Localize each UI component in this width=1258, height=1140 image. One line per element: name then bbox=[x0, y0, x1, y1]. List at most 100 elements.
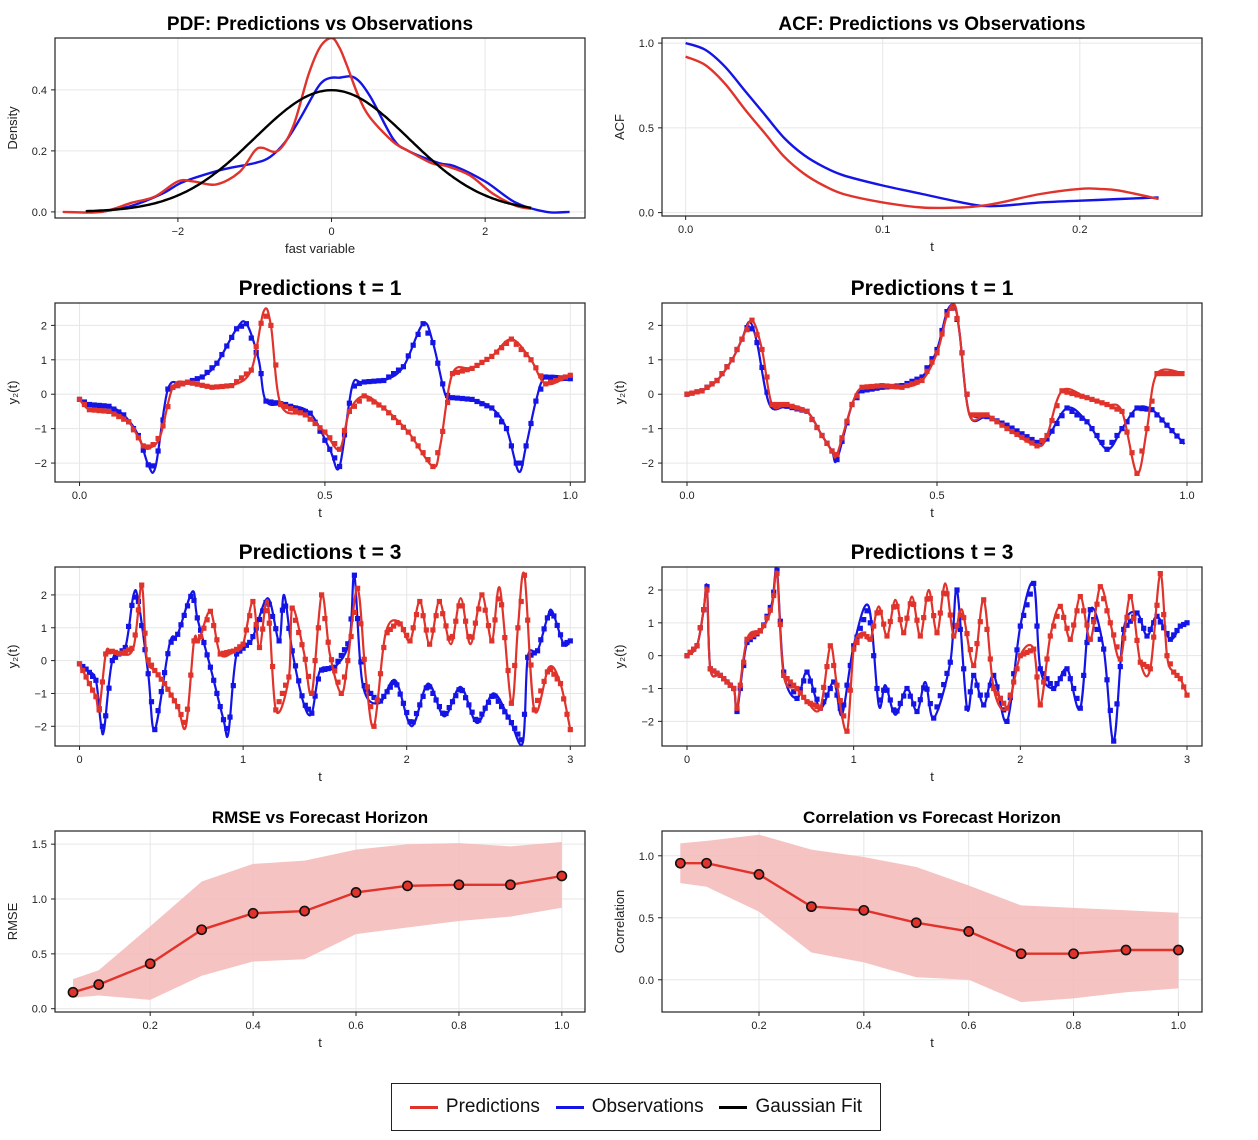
series-marker-observations bbox=[512, 725, 518, 731]
series-marker-observations bbox=[1169, 428, 1175, 434]
series-marker-predictions bbox=[1119, 408, 1125, 414]
chart-title: Predictions t = 1 bbox=[851, 277, 1014, 300]
series-marker-observations bbox=[994, 684, 1000, 690]
series-marker-predictions bbox=[319, 592, 325, 598]
series-marker-observations bbox=[250, 634, 256, 640]
data-point-predictions bbox=[504, 879, 516, 891]
series-marker-predictions bbox=[525, 617, 531, 623]
series-marker-observations bbox=[273, 626, 279, 632]
series-marker-predictions bbox=[381, 644, 387, 651]
series-marker-predictions bbox=[694, 389, 700, 395]
y-tick-label: 0.0 bbox=[639, 208, 654, 220]
series-marker-predictions bbox=[160, 423, 166, 429]
series-marker-predictions bbox=[839, 435, 845, 441]
series-marker-observations bbox=[967, 689, 973, 695]
series-marker-observations bbox=[1084, 419, 1090, 425]
series-marker-observations bbox=[1074, 695, 1080, 701]
series-marker-predictions bbox=[423, 627, 429, 633]
series-marker-observations bbox=[1101, 646, 1107, 652]
series-marker-predictions bbox=[189, 380, 195, 386]
series-marker-predictions bbox=[787, 679, 793, 685]
series-marker-predictions bbox=[175, 383, 181, 389]
series-marker-predictions bbox=[721, 676, 727, 682]
series-marker-predictions bbox=[881, 621, 887, 627]
series-marker-predictions bbox=[999, 422, 1005, 428]
series-marker-predictions bbox=[1039, 438, 1045, 444]
series-line-observations bbox=[685, 41, 1159, 208]
series-marker-predictions bbox=[116, 414, 122, 420]
series-marker-predictions bbox=[337, 446, 343, 452]
series-marker-predictions bbox=[747, 634, 753, 640]
series-marker-observations bbox=[395, 367, 402, 373]
series-marker-predictions bbox=[80, 667, 86, 674]
data-point-predictions bbox=[806, 901, 817, 913]
series-marker-observations bbox=[83, 666, 89, 672]
series-marker-predictions bbox=[90, 687, 96, 693]
series-marker-observations bbox=[234, 651, 240, 657]
series-marker-predictions bbox=[400, 424, 406, 430]
series-marker-predictions bbox=[454, 369, 460, 375]
series-marker-predictions bbox=[145, 444, 151, 450]
series-marker-predictions bbox=[1151, 634, 1157, 640]
y-tick-label: 0 bbox=[648, 651, 654, 663]
series-marker-observations bbox=[734, 708, 740, 715]
series-marker-observations bbox=[394, 682, 400, 688]
series-marker-observations bbox=[413, 710, 420, 717]
series-marker-predictions bbox=[469, 634, 475, 640]
series-marker-predictions bbox=[207, 608, 213, 614]
series-marker-predictions bbox=[1147, 666, 1153, 672]
series-marker-predictions bbox=[356, 398, 362, 404]
series-marker-predictions bbox=[544, 669, 550, 675]
y-tick-label: 1.5 bbox=[32, 839, 47, 851]
series-marker-observations bbox=[1027, 591, 1033, 597]
series-marker-predictions bbox=[283, 404, 289, 410]
series-marker-observations bbox=[485, 699, 492, 705]
data-point-predictions bbox=[701, 857, 712, 869]
series-marker-observations bbox=[371, 694, 377, 700]
series-marker-predictions bbox=[1001, 700, 1007, 706]
series-marker-predictions bbox=[789, 403, 795, 409]
series-marker-observations bbox=[1147, 626, 1153, 632]
series-marker-observations bbox=[230, 683, 236, 689]
axes-frame bbox=[661, 302, 1203, 483]
series-marker-predictions bbox=[567, 372, 573, 378]
series-marker-observations bbox=[824, 692, 830, 698]
series-marker-predictions bbox=[984, 626, 990, 632]
data-point-predictions bbox=[910, 917, 922, 929]
series-marker-predictions bbox=[729, 357, 735, 363]
data-point-predictions bbox=[67, 986, 79, 998]
series-marker-predictions bbox=[771, 592, 777, 599]
series-marker-predictions bbox=[714, 377, 720, 384]
series-marker-predictions bbox=[1024, 649, 1030, 655]
series-marker-predictions bbox=[819, 432, 825, 439]
data-point-predictions bbox=[858, 904, 870, 916]
series-marker-predictions bbox=[459, 368, 465, 374]
series-marker-observations bbox=[1077, 705, 1083, 711]
series-marker-predictions bbox=[864, 384, 870, 390]
series-marker-observations bbox=[341, 647, 348, 653]
series-marker-predictions bbox=[869, 383, 875, 390]
series-marker-predictions bbox=[503, 340, 510, 346]
series-marker-predictions bbox=[449, 633, 456, 640]
series-marker-predictions bbox=[247, 613, 253, 619]
series-marker-predictions bbox=[924, 368, 930, 374]
series-marker-predictions bbox=[155, 435, 161, 442]
series-marker-predictions bbox=[927, 595, 933, 602]
series-marker-observations bbox=[489, 693, 495, 699]
series-marker-observations bbox=[158, 689, 164, 695]
data-point-predictions bbox=[402, 880, 413, 892]
series-marker-predictions bbox=[691, 646, 697, 652]
series-marker-observations bbox=[754, 340, 760, 346]
series-marker-observations bbox=[469, 709, 475, 715]
series-line-predictions bbox=[685, 55, 1159, 210]
series-marker-observations bbox=[538, 637, 544, 643]
series-marker-predictions bbox=[279, 690, 285, 696]
series-marker-predictions bbox=[368, 704, 374, 710]
series-marker-observations bbox=[361, 683, 367, 689]
series-marker-predictions bbox=[957, 612, 963, 618]
series-marker-predictions bbox=[737, 682, 743, 688]
series-marker-predictions bbox=[446, 635, 452, 641]
series-marker-observations bbox=[1124, 419, 1130, 425]
series-marker-observations bbox=[1154, 613, 1160, 619]
y-axis-label: Correlation bbox=[612, 890, 627, 954]
